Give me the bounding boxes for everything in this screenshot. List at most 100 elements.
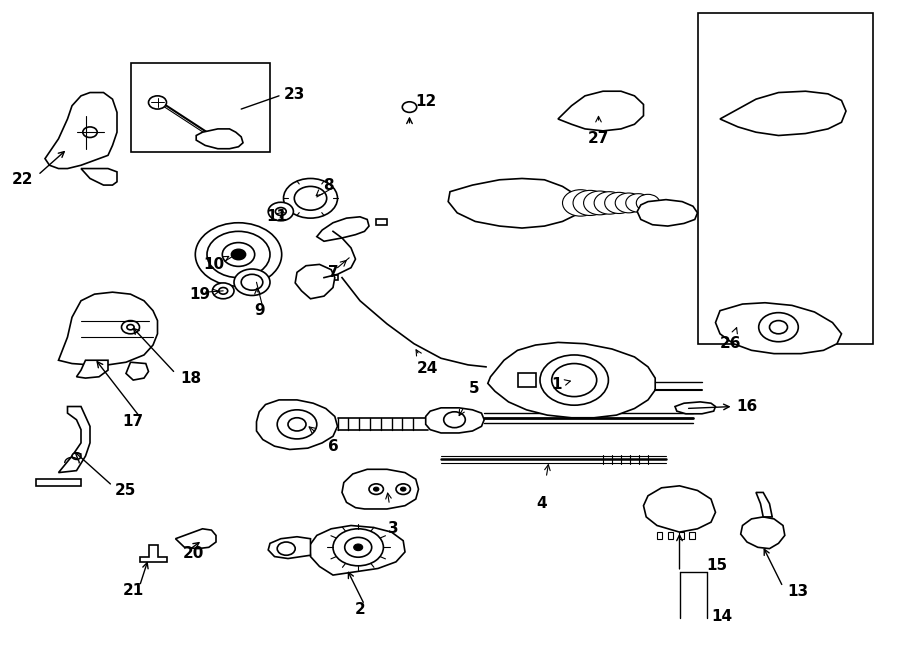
Text: 13: 13 [788, 584, 808, 599]
Bar [698, 13, 873, 344]
Circle shape [148, 96, 166, 109]
Text: 23: 23 [284, 87, 305, 102]
Text: 14: 14 [711, 609, 732, 623]
Text: 3: 3 [388, 522, 399, 536]
Circle shape [207, 231, 270, 278]
Circle shape [122, 321, 140, 334]
Text: 27: 27 [588, 132, 609, 146]
Polygon shape [644, 486, 716, 532]
Circle shape [444, 412, 465, 428]
Polygon shape [675, 402, 716, 414]
Circle shape [552, 364, 597, 397]
Circle shape [333, 529, 383, 566]
Polygon shape [756, 492, 772, 517]
Text: 20: 20 [183, 547, 204, 561]
Polygon shape [376, 219, 387, 225]
Text: 19: 19 [189, 287, 211, 301]
Polygon shape [76, 360, 108, 378]
Text: 24: 24 [417, 362, 438, 376]
Polygon shape [448, 178, 580, 228]
Text: 21: 21 [122, 583, 144, 598]
Circle shape [284, 178, 338, 218]
Circle shape [605, 192, 634, 214]
Polygon shape [317, 217, 369, 241]
Polygon shape [126, 362, 148, 380]
Text: 25: 25 [115, 483, 137, 498]
Text: 10: 10 [203, 257, 225, 272]
Text: 18: 18 [180, 371, 201, 385]
Circle shape [369, 484, 383, 494]
Circle shape [234, 269, 270, 295]
Circle shape [219, 288, 228, 294]
Polygon shape [741, 517, 785, 549]
Text: 16: 16 [736, 399, 758, 414]
Text: 11: 11 [266, 210, 288, 224]
Polygon shape [268, 537, 310, 559]
Polygon shape [518, 373, 536, 387]
Circle shape [294, 186, 327, 210]
Polygon shape [657, 532, 662, 539]
Circle shape [594, 192, 625, 214]
Polygon shape [637, 200, 698, 226]
Polygon shape [36, 479, 81, 486]
Text: 6: 6 [328, 439, 338, 453]
Polygon shape [176, 529, 216, 549]
Circle shape [636, 194, 660, 212]
Text: 7: 7 [328, 265, 338, 280]
Circle shape [400, 487, 406, 491]
Polygon shape [295, 264, 335, 299]
Circle shape [241, 274, 263, 290]
Text: 22: 22 [12, 173, 33, 187]
Circle shape [354, 544, 363, 551]
Circle shape [396, 484, 410, 494]
Circle shape [402, 102, 417, 112]
Circle shape [540, 355, 608, 405]
Polygon shape [81, 169, 117, 185]
Polygon shape [426, 408, 484, 433]
Text: 9: 9 [254, 303, 265, 318]
Polygon shape [689, 532, 695, 539]
Polygon shape [558, 91, 644, 131]
Circle shape [212, 283, 234, 299]
Circle shape [583, 191, 616, 215]
Circle shape [562, 190, 598, 216]
Polygon shape [342, 469, 418, 509]
Circle shape [759, 313, 798, 342]
Circle shape [288, 418, 306, 431]
Circle shape [616, 193, 643, 213]
Text: 8: 8 [323, 178, 334, 192]
Circle shape [268, 202, 293, 221]
Polygon shape [256, 400, 338, 449]
Polygon shape [140, 545, 166, 562]
Circle shape [195, 223, 282, 286]
Text: 4: 4 [536, 496, 547, 511]
Circle shape [127, 325, 134, 330]
Polygon shape [196, 129, 243, 149]
Text: 26: 26 [720, 336, 742, 351]
Circle shape [222, 243, 255, 266]
Polygon shape [488, 342, 655, 418]
Circle shape [374, 487, 379, 491]
Polygon shape [679, 532, 684, 539]
Circle shape [231, 249, 246, 260]
Polygon shape [58, 407, 90, 473]
Circle shape [770, 321, 788, 334]
Polygon shape [716, 303, 842, 354]
Circle shape [275, 208, 286, 215]
Circle shape [573, 190, 608, 215]
Polygon shape [320, 275, 338, 280]
Text: 17: 17 [122, 414, 144, 428]
Text: 15: 15 [706, 558, 727, 572]
Polygon shape [720, 91, 846, 136]
Circle shape [72, 453, 81, 459]
Circle shape [345, 537, 372, 557]
Polygon shape [58, 292, 158, 365]
Polygon shape [310, 525, 405, 575]
Polygon shape [668, 532, 673, 539]
Text: 5: 5 [469, 381, 480, 396]
Text: 2: 2 [355, 602, 365, 617]
Circle shape [277, 542, 295, 555]
Circle shape [626, 194, 651, 212]
Bar [130, 63, 270, 152]
Circle shape [83, 127, 97, 137]
